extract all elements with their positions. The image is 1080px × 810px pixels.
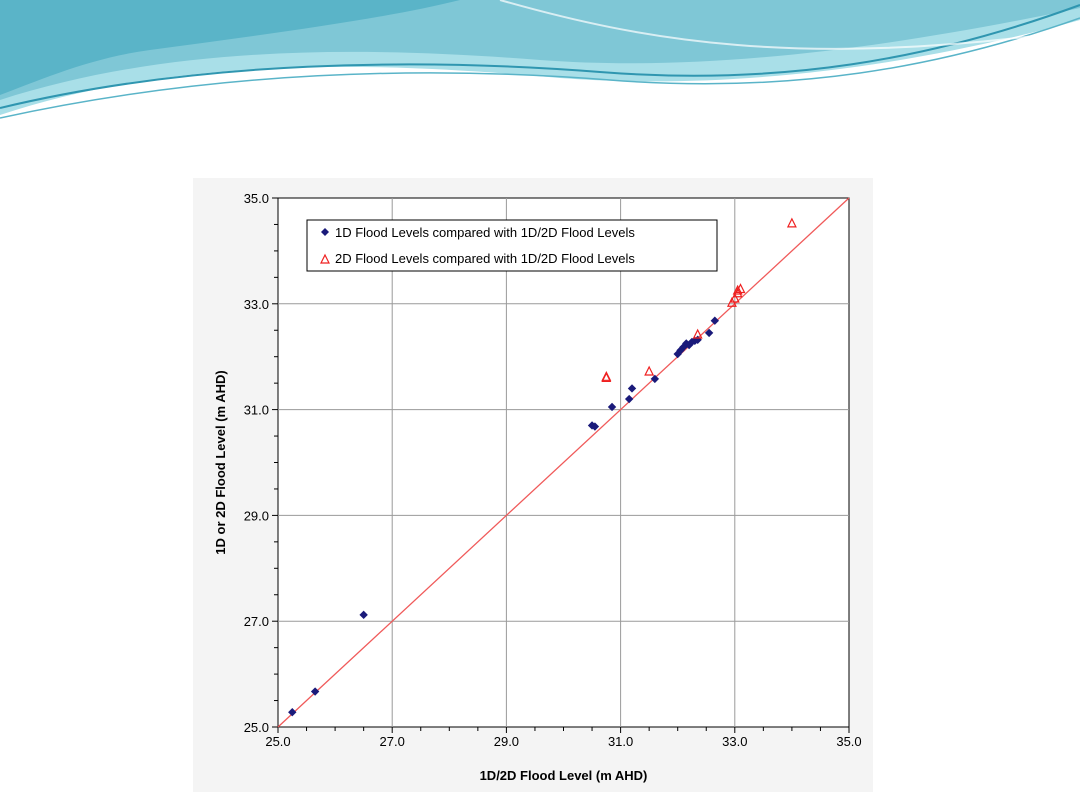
y-tick-label: 35.0 [244,191,269,206]
point-2d [692,328,703,339]
legend: 1D Flood Levels compared with 1D/2D Floo… [306,219,718,272]
point-2d [644,365,655,376]
point-2d [601,370,612,381]
point-1d [650,374,660,384]
y-axis-title: 1D or 2D Flood Level (m AHD) [213,370,228,554]
data-points [288,217,797,717]
legend-triangle-icon [320,253,330,264]
x-tick-label: 25.0 [265,734,290,749]
legend-diamond-icon [321,228,329,236]
equality-line [277,197,850,728]
reference-line-layer [277,197,850,728]
wave-line-2 [0,17,1080,119]
legend-label-2d: 2D Flood Levels compared with 1D/2D Floo… [335,251,635,266]
point-2d [735,283,746,294]
point-1d [590,422,600,431]
scatter-chart: 25.0 27.0 29.0 31.0 33.0 35.0 25.0 27.0 29.0 31.0… [213,191,862,783]
legend-label-1d: 1D Flood Levels compared with 1D/2D Floo… [335,225,635,240]
x-tick-label: 33.0 [722,734,747,749]
y-tick-label: 25.0 [244,720,269,735]
y-tick-label: 33.0 [244,297,269,312]
point-1d [627,384,637,393]
chart-panel: 25.0 27.0 29.0 31.0 33.0 35.0 25.0 27.0 29.0 31.0… [193,178,873,792]
legend-box [306,219,718,272]
point-1d [704,328,714,338]
point-2d [786,217,797,228]
x-tick-label: 35.0 [836,734,861,749]
axis-ticks [272,197,850,733]
tick-labels: 25.0 27.0 29.0 31.0 33.0 35.0 25.0 27.0 29.0 31.0… [244,191,862,749]
wave-line-1 [0,4,1080,109]
point-1d [310,687,320,696]
point-1d [710,316,720,325]
point-2d [729,292,740,303]
wave-band-dark [0,0,460,95]
y-tick-label: 27.0 [244,614,269,629]
x-tick-label: 31.0 [608,734,633,749]
point-2d [732,284,743,295]
y-tick-label: 29.0 [244,508,269,523]
x-tick-label: 27.0 [380,734,405,749]
grid-lines [278,198,849,727]
y-tick-label: 31.0 [244,403,269,418]
wave-line-3 [499,0,1080,50]
slide-header-wave [0,0,1080,119]
point-1d [684,340,694,350]
x-axis-title: 1D/2D Flood Level (m AHD) [480,768,648,783]
x-tick-label: 29.0 [494,734,519,749]
point-1d [288,707,297,717]
